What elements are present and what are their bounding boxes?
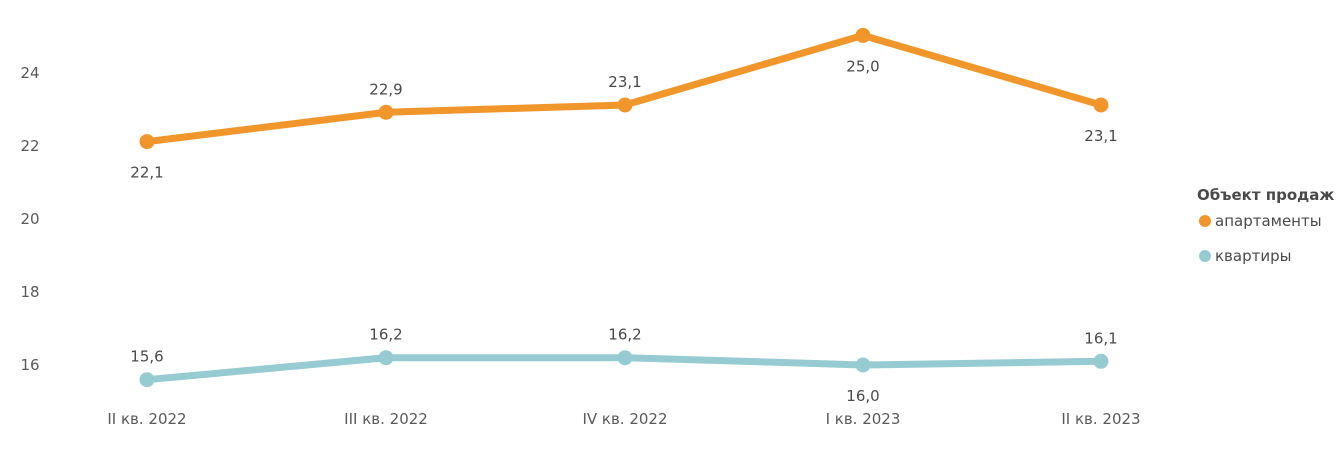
data-point-apartments[interactable] bbox=[378, 104, 394, 120]
data-point-flats[interactable] bbox=[139, 372, 155, 388]
data-label-flats: 16,2 bbox=[608, 326, 641, 344]
data-point-apartments[interactable] bbox=[855, 27, 871, 43]
legend-label-flats: квартиры bbox=[1215, 247, 1291, 265]
x-tick-label: III кв. 2022 bbox=[344, 410, 428, 428]
data-label-apartments: 25,0 bbox=[846, 57, 879, 75]
x-axis: II кв. 2022 III кв. 2022 IV кв. 2022 I к… bbox=[107, 410, 1140, 428]
y-tick-label: 20 bbox=[20, 210, 39, 228]
data-label-flats: 15,6 bbox=[130, 348, 163, 366]
legend-marker-apartments bbox=[1199, 215, 1211, 227]
series-apartments: 22,1 22,9 23,1 25,0 23,1 bbox=[130, 27, 1118, 182]
data-point-apartments[interactable] bbox=[139, 134, 155, 150]
x-tick-label: IV кв. 2022 bbox=[582, 410, 667, 428]
data-point-flats[interactable] bbox=[617, 350, 633, 366]
y-tick-label: 22 bbox=[20, 137, 39, 155]
data-label-apartments: 22,1 bbox=[130, 164, 163, 182]
data-label-apartments: 23,1 bbox=[608, 73, 641, 91]
data-label-flats: 16,1 bbox=[1084, 329, 1117, 347]
legend-marker-flats bbox=[1199, 250, 1211, 262]
data-label-flats: 16,0 bbox=[846, 387, 879, 405]
data-point-flats[interactable] bbox=[378, 350, 394, 366]
data-label-apartments: 23,1 bbox=[1084, 127, 1117, 145]
series-flats: 15,6 16,2 16,2 16,0 16,1 bbox=[130, 326, 1117, 405]
legend-title: Объект продаж bbox=[1197, 186, 1334, 204]
data-label-apartments: 22,9 bbox=[369, 80, 402, 98]
y-tick-label: 18 bbox=[20, 283, 39, 301]
data-point-apartments[interactable] bbox=[1093, 97, 1109, 113]
x-tick-label: II кв. 2023 bbox=[1061, 410, 1140, 428]
data-point-apartments[interactable] bbox=[617, 97, 633, 113]
series-layer: 22,1 22,9 23,1 25,0 23,1 15,6 16,2 16,2 16,0 16,1 bbox=[130, 27, 1118, 405]
data-label-flats: 16,2 bbox=[369, 326, 402, 344]
x-tick-label: II кв. 2022 bbox=[107, 410, 186, 428]
y-tick-label: 24 bbox=[20, 64, 39, 82]
data-point-flats[interactable] bbox=[1093, 353, 1109, 369]
x-tick-label: I кв. 2023 bbox=[826, 410, 901, 428]
y-axis: 16 18 20 22 24 bbox=[20, 64, 39, 374]
legend: Объект продаж апартаменты квартиры bbox=[1197, 186, 1334, 265]
data-point-flats[interactable] bbox=[855, 357, 871, 373]
legend-label-apartments: апартаменты bbox=[1215, 212, 1322, 230]
y-tick-label: 16 bbox=[20, 356, 39, 374]
